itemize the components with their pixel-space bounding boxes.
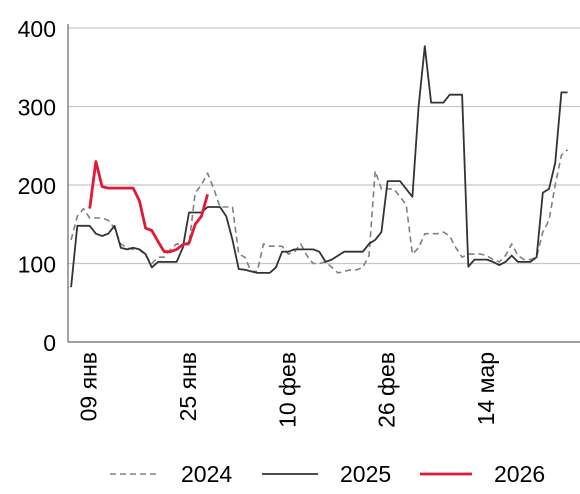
y-tick-label: 200 xyxy=(18,173,56,199)
x-tick-label: 26 фев xyxy=(374,352,400,428)
x-tick-label: 10 фев xyxy=(274,352,300,428)
y-tick-label: 400 xyxy=(18,16,56,42)
series-line-2025 xyxy=(70,45,568,288)
series-lines xyxy=(70,45,569,288)
series-line-2024 xyxy=(70,149,569,274)
legend-label-2024: 2024 xyxy=(181,461,232,487)
x-tick-label: 25 янв xyxy=(175,352,201,421)
series-line-2026 xyxy=(88,160,209,254)
x-tick-label: 09 янв xyxy=(76,352,102,421)
y-tick-label: 300 xyxy=(18,95,56,121)
y-tick-label: 0 xyxy=(43,330,56,356)
legend-label-2025: 2025 xyxy=(340,461,391,487)
legend: 2024 2025 2026 xyxy=(110,461,545,487)
axes: 0 100 200 300 400 09 янв 25 янв 10 фев 26 фев 14 … xyxy=(18,16,580,428)
x-tick-label: 14 мар xyxy=(473,352,499,425)
legend-label-2026: 2026 xyxy=(494,461,545,487)
y-tick-label: 100 xyxy=(18,252,56,278)
